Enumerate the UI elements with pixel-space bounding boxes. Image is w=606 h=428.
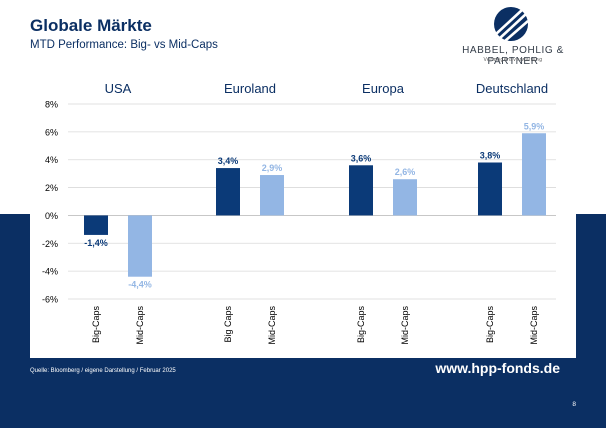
y-tick-label: 0% [45, 211, 58, 221]
bar [84, 215, 108, 235]
category-label: Mid-Caps [135, 306, 145, 345]
page-subtitle: MTD Performance: Big- vs Mid-Caps [30, 39, 218, 51]
category-label: Mid-Caps [529, 306, 539, 345]
region-header: USA [105, 81, 132, 96]
data-label: 2,9% [262, 163, 283, 173]
region-header: Europa [362, 81, 405, 96]
category-label: Big Caps [223, 306, 233, 343]
data-label: 5,9% [524, 121, 545, 131]
bar [522, 133, 546, 216]
bar [393, 179, 417, 216]
logo-emblem-icon [494, 7, 529, 42]
y-tick-label: 8% [45, 100, 58, 110]
category-label: Mid-Caps [267, 306, 277, 345]
category-label: Big-Caps [485, 306, 495, 344]
data-label: 3,8% [480, 151, 501, 161]
logo-tagline: Vermögensverwaltung [483, 57, 543, 63]
company-logo [494, 7, 529, 42]
bar [216, 168, 240, 216]
logo-wordmark: HABBEL, POHLIG & PARTNER [462, 45, 564, 67]
y-tick-label: -4% [42, 267, 58, 277]
website-link[interactable]: www.hpp-fonds.de [435, 360, 560, 376]
bar [349, 165, 373, 216]
data-label: -4,4% [128, 280, 152, 290]
data-label: 3,6% [351, 153, 372, 163]
category-label: Big-Caps [91, 306, 101, 344]
y-tick-label: -2% [42, 239, 58, 249]
data-label: 3,4% [218, 156, 239, 166]
y-tick-label: 4% [45, 155, 58, 165]
region-header: Euroland [224, 81, 276, 96]
y-tick-label: 2% [45, 183, 58, 193]
y-tick-label: 6% [45, 127, 58, 137]
data-label: 2,6% [395, 167, 416, 177]
bar [260, 175, 284, 216]
data-label: -1,4% [84, 238, 108, 248]
page-number: 8 [572, 401, 576, 408]
y-tick-label: -6% [42, 295, 58, 305]
category-label: Mid-Caps [400, 306, 410, 345]
bar [128, 215, 152, 277]
category-label: Big-Caps [356, 306, 366, 344]
bar [478, 162, 502, 216]
source-note: Quelle: Bloomberg / eigene Darstellung /… [30, 368, 176, 374]
page-title: Globale Märkte [30, 16, 152, 35]
region-header: Deutschland [476, 81, 548, 96]
